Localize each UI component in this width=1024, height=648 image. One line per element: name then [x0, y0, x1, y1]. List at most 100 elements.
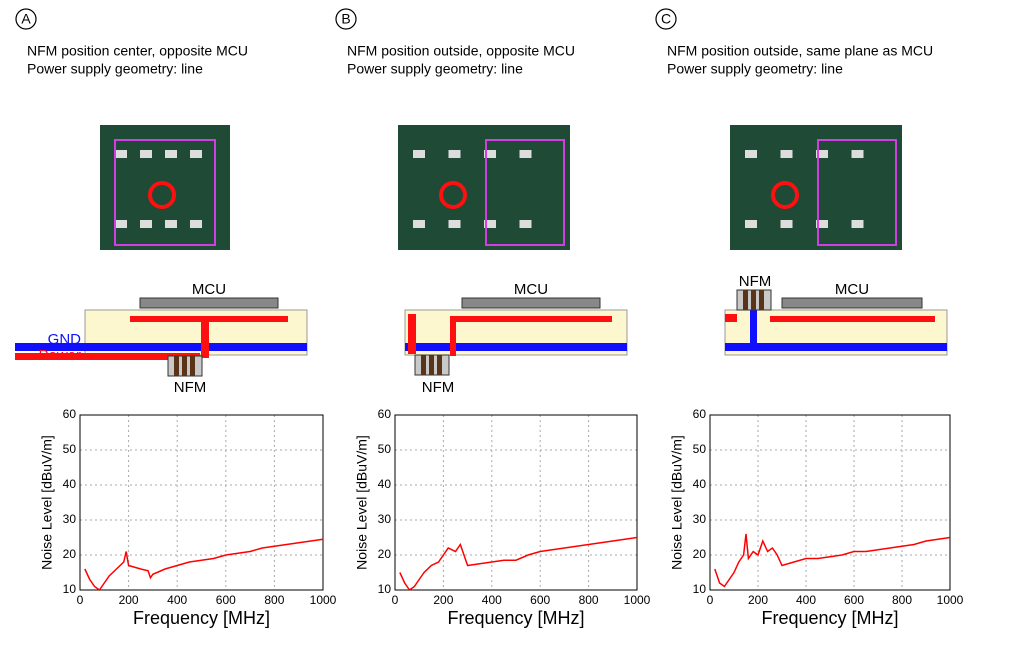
via	[450, 316, 456, 356]
plot-frame	[79, 414, 324, 591]
x-tick-label: 400	[482, 593, 502, 607]
noise-line	[399, 536, 638, 592]
y-tick-label: 10	[63, 582, 77, 596]
pad	[519, 220, 532, 228]
pad	[115, 220, 127, 228]
mcu-outline	[485, 139, 565, 246]
nfm-label: NFM	[739, 273, 772, 290]
pad	[190, 220, 202, 228]
nfm-band	[759, 290, 764, 310]
via	[408, 314, 416, 354]
nfm-band	[190, 356, 195, 376]
x-tick-label: 0	[77, 593, 84, 607]
noise-line	[714, 533, 951, 588]
gnd-plane	[725, 343, 947, 351]
panel-badge	[335, 8, 357, 30]
mcu-label: MCU	[514, 281, 548, 298]
y-tick-label: 50	[63, 442, 77, 456]
x-tick-label: 200	[119, 593, 139, 607]
x-tick-label: 1000	[310, 593, 337, 607]
pcb-photo	[100, 125, 230, 250]
pcb-photo	[398, 125, 570, 250]
x-tick-label: 800	[264, 593, 284, 607]
x-axis-label: Frequency [MHz]	[447, 608, 584, 628]
mcu	[781, 297, 923, 309]
panel-label: B	[341, 11, 350, 27]
y-tick-label: 60	[63, 407, 77, 421]
via	[201, 316, 209, 358]
nfm-band	[421, 355, 426, 375]
y-tick-label: 50	[693, 442, 707, 456]
noise-line	[84, 538, 324, 592]
x-tick-label: 800	[579, 593, 599, 607]
x-axis-label: Frequency [MHz]	[761, 608, 898, 628]
pad	[780, 220, 793, 228]
x-tick-label: 400	[796, 593, 816, 607]
power-line	[15, 353, 200, 360]
nfm-band	[743, 290, 748, 310]
mcu	[139, 297, 279, 309]
y-axis-label: Noise Level [dBuV/m]	[39, 435, 55, 570]
mcu-label: MCU	[835, 281, 869, 298]
mcu-outline	[114, 139, 216, 246]
panel-title: NFM position outside, same plane as MCU	[667, 43, 933, 59]
y-tick-label: 40	[378, 477, 392, 491]
pad	[780, 150, 793, 158]
power-label: Power	[38, 347, 81, 364]
nfm-highlight	[771, 181, 799, 209]
pad	[851, 150, 864, 158]
x-tick-label: 0	[707, 593, 714, 607]
y-tick-label: 20	[693, 547, 707, 561]
pad	[115, 150, 127, 158]
gnd-plane	[85, 343, 307, 351]
y-tick-label: 60	[378, 407, 392, 421]
x-tick-label: 1000	[624, 593, 651, 607]
nfm-label: NFM	[422, 379, 455, 396]
pad	[484, 220, 496, 228]
y-axis-label: Noise Level [dBuV/m]	[354, 435, 370, 570]
x-tick-label: 400	[167, 593, 187, 607]
nfm-band	[174, 356, 179, 376]
gnd-plane	[405, 343, 627, 351]
panel-badge	[655, 8, 677, 30]
pad	[413, 150, 425, 158]
panel-badge	[15, 8, 37, 30]
power-trace	[725, 314, 737, 322]
pad	[745, 150, 757, 158]
pad	[140, 220, 152, 228]
pad	[816, 150, 828, 158]
panel-label: C	[661, 11, 671, 27]
x-tick-label: 200	[748, 593, 768, 607]
gnd-via	[750, 310, 757, 350]
y-tick-label: 40	[63, 477, 77, 491]
panel-subtitle: Power supply geometry: line	[27, 61, 203, 77]
x-axis-label: Frequency [MHz]	[133, 608, 270, 628]
y-axis-label: Noise Level [dBuV/m]	[669, 435, 685, 570]
mcu-outline	[817, 139, 897, 246]
gnd-label: GND	[48, 331, 82, 348]
pad	[851, 220, 864, 228]
y-tick-label: 30	[63, 512, 77, 526]
y-tick-label: 20	[378, 547, 392, 561]
nfm-band	[182, 356, 187, 376]
panel-subtitle: Power supply geometry: line	[667, 61, 843, 77]
pad	[413, 220, 425, 228]
power-trace	[770, 316, 935, 322]
y-tick-label: 30	[378, 512, 392, 526]
power-trace	[450, 316, 612, 322]
plot-frame	[394, 414, 638, 591]
pad	[140, 150, 152, 158]
x-tick-label: 600	[216, 593, 236, 607]
mcu-label: MCU	[192, 281, 226, 298]
nfm-band	[429, 355, 434, 375]
nfm-highlight	[148, 181, 176, 209]
panel-subtitle: Power supply geometry: line	[347, 61, 523, 77]
x-tick-label: 1000	[937, 593, 964, 607]
pad	[519, 150, 532, 158]
y-tick-label: 20	[63, 547, 77, 561]
pad	[165, 150, 177, 158]
x-tick-label: 800	[892, 593, 912, 607]
gnd-line	[15, 343, 85, 351]
pcb-photo	[730, 125, 902, 250]
pad	[190, 150, 202, 158]
